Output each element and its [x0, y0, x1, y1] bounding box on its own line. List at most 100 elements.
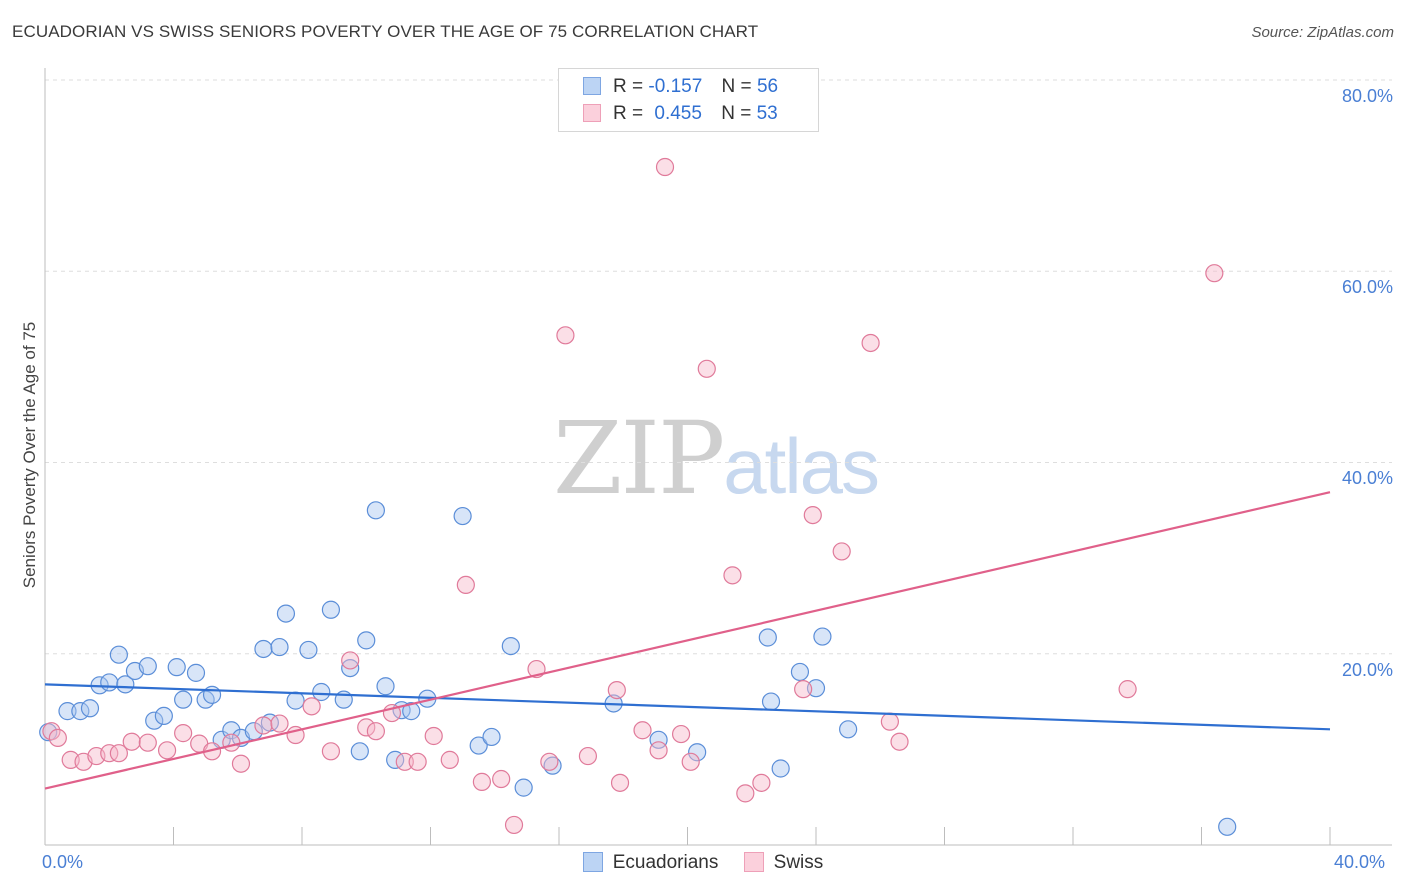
point-ecuadorians	[806, 679, 826, 698]
source-label: Source: ZipAtlas.com	[1251, 24, 1394, 41]
point-swiss	[1205, 264, 1224, 283]
watermark-zip: ZIP	[553, 400, 725, 517]
point-ecuadorians	[366, 501, 385, 520]
legend-r-value: -0.157	[648, 76, 703, 97]
point-ecuadorians	[839, 720, 858, 739]
point-swiss	[752, 773, 771, 792]
point-ecuadorians	[58, 702, 77, 721]
point-swiss	[633, 721, 652, 740]
point-ecuadorians	[649, 730, 668, 749]
point-swiss	[832, 542, 851, 561]
y-tick-label: 20.0%	[1341, 660, 1393, 680]
point-ecuadorians	[688, 743, 707, 762]
point-ecuadorians	[501, 636, 520, 656]
legend-label-ecuadorians: Ecuadorians	[612, 852, 719, 873]
legend-item-ecuadorians: Ecuadorians	[582, 852, 719, 874]
legend-n-label: N =	[721, 76, 752, 97]
point-ecuadorians	[321, 600, 341, 619]
legend-n-label: N =	[721, 103, 752, 124]
point-ecuadorians	[514, 778, 533, 797]
point-swiss	[649, 741, 668, 760]
legend-swatch-swiss	[583, 104, 601, 122]
point-swiss	[556, 326, 575, 345]
legend-label-swiss: Swiss	[773, 852, 824, 873]
point-swiss	[157, 741, 177, 760]
point-swiss	[254, 716, 273, 735]
point-swiss	[504, 815, 524, 835]
point-ecuadorians	[469, 736, 488, 755]
point-ecuadorians	[771, 759, 790, 778]
point-swiss	[456, 575, 475, 595]
legend-row-ecuadorians: R = -0.157 N = 56	[583, 76, 778, 100]
stats-legend: R = -0.157 N = 56 R = 0.455 N = 53	[558, 68, 819, 132]
point-ecuadorians	[482, 727, 501, 747]
point-swiss	[100, 744, 119, 763]
point-swiss	[357, 718, 376, 737]
point-swiss	[540, 752, 559, 771]
point-swiss	[492, 769, 511, 789]
point-ecuadorians	[276, 604, 296, 623]
point-ecuadorians	[758, 628, 777, 647]
point-ecuadorians	[299, 640, 318, 660]
point-ecuadorians	[761, 692, 781, 711]
point-swiss	[655, 157, 675, 177]
point-ecuadorians	[286, 691, 305, 710]
point-swiss	[578, 746, 598, 766]
point-swiss	[174, 724, 193, 743]
x-tick-label: 40.0%	[1334, 852, 1386, 872]
legend-r-label: R =	[613, 76, 644, 97]
point-ecuadorians	[341, 658, 360, 678]
point-swiss	[1118, 680, 1137, 699]
trendline-ecuadorians	[44, 683, 1331, 731]
point-ecuadorians	[254, 639, 273, 659]
point-swiss	[302, 697, 321, 716]
point-swiss	[681, 752, 700, 771]
point-swiss	[697, 359, 716, 378]
point-ecuadorians	[167, 658, 186, 677]
point-ecuadorians	[154, 706, 173, 726]
chart-title: ECUADORIAN VS SWISS SENIORS POVERTY OVER…	[12, 22, 759, 41]
point-swiss	[723, 566, 742, 585]
point-ecuadorians	[100, 673, 119, 692]
point-swiss	[472, 772, 491, 791]
point-ecuadorians	[312, 682, 331, 702]
point-ecuadorians	[357, 631, 376, 650]
point-ecuadorians	[145, 711, 164, 730]
point-ecuadorians	[270, 637, 289, 657]
point-swiss	[42, 722, 61, 741]
point-swiss	[671, 724, 691, 744]
point-swiss	[109, 744, 128, 763]
point-ecuadorians	[813, 627, 832, 646]
legend-n-value: 53	[756, 103, 778, 124]
point-swiss	[803, 505, 822, 525]
point-swiss	[270, 714, 289, 733]
point-swiss	[861, 333, 880, 353]
point-swiss	[880, 712, 899, 731]
legend-r-value: 0.455	[654, 103, 702, 124]
point-swiss	[736, 784, 755, 803]
legend-swatch-ecuadorians	[582, 852, 603, 872]
watermark: ZIPatlas	[553, 400, 880, 517]
point-swiss	[321, 742, 341, 761]
point-swiss	[48, 728, 67, 748]
legend-swatch-swiss	[743, 852, 764, 872]
point-swiss	[794, 680, 813, 699]
point-swiss	[440, 750, 459, 769]
legend-n-value: 56	[756, 76, 779, 97]
watermark-atlas: atlas	[723, 422, 880, 510]
point-ecuadorians	[1218, 817, 1237, 836]
legend-swatch-ecuadorians	[583, 77, 601, 95]
point-swiss	[231, 754, 251, 773]
point-swiss	[395, 752, 414, 771]
point-ecuadorians	[350, 742, 369, 761]
point-ecuadorians	[453, 506, 472, 526]
point-swiss	[366, 722, 385, 741]
point-swiss	[222, 733, 241, 752]
point-swiss	[408, 752, 427, 771]
point-swiss	[607, 680, 626, 700]
legend-item-swiss: Swiss	[743, 852, 824, 874]
y-tick-label: 60.0%	[1341, 277, 1393, 297]
point-ecuadorians	[174, 690, 193, 709]
trendline-swiss	[44, 491, 1331, 790]
